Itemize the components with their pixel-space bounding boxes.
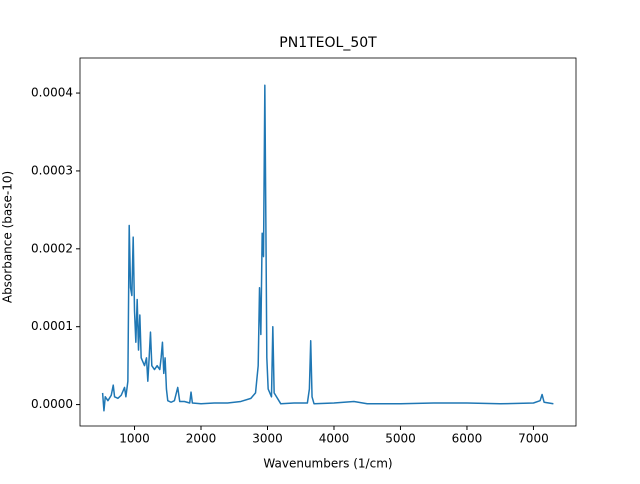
y-tick-label: 0.0002	[31, 241, 73, 255]
x-tick-label: 3000	[252, 432, 283, 446]
x-axis-label: Wavenumbers (1/cm)	[263, 457, 392, 471]
y-tick-label: 0.0003	[31, 163, 73, 177]
y-tick-label: 0.0000	[31, 397, 73, 411]
x-tick-label: 1000	[119, 432, 150, 446]
x-tick-label: 2000	[186, 432, 217, 446]
x-tick-label: 4000	[319, 432, 350, 446]
x-tick-label: 5000	[385, 432, 416, 446]
y-tick-label: 0.0004	[31, 86, 73, 100]
y-tick-label: 0.0001	[31, 319, 73, 333]
x-tick-label: 7000	[518, 432, 549, 446]
chart-title: PN1TEOL_50T	[279, 35, 377, 51]
spectrum-line	[101, 84, 554, 412]
x-tick-label: 6000	[452, 432, 483, 446]
plot-frame	[79, 57, 577, 427]
y-axis-label: Absorbance (base-10)	[1, 171, 15, 303]
